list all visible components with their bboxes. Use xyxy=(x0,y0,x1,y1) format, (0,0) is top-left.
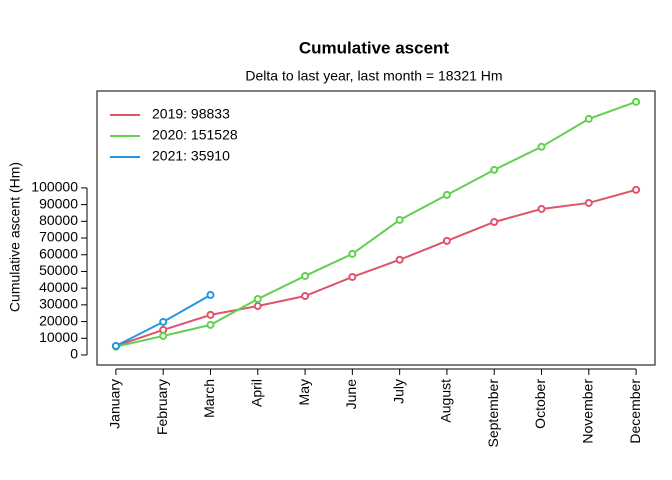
x-tick-label: September xyxy=(485,379,501,448)
data-point xyxy=(442,236,451,245)
data-point xyxy=(537,204,546,213)
legend-label: 2019: 98833 xyxy=(152,106,230,122)
y-tick-label: 40000 xyxy=(39,279,78,295)
data-point xyxy=(632,185,641,194)
x-tick-label: May xyxy=(296,379,312,405)
data-point xyxy=(632,97,641,106)
data-point xyxy=(159,317,168,326)
data-point xyxy=(159,331,168,340)
x-tick-label: April xyxy=(248,379,264,407)
x-tick-label: February xyxy=(154,379,170,435)
y-tick-label: 10000 xyxy=(39,329,78,345)
data-point xyxy=(206,310,215,319)
data-point xyxy=(584,198,593,207)
chart-subtitle: Delta to last year, last month = 18321 H… xyxy=(245,68,502,84)
y-tick-label: 90000 xyxy=(39,195,78,211)
legend-label: 2020: 151528 xyxy=(152,127,238,143)
y-tick-label: 70000 xyxy=(39,229,78,245)
data-point xyxy=(490,217,499,226)
data-point xyxy=(111,341,120,350)
data-point xyxy=(442,190,451,199)
data-point xyxy=(584,114,593,123)
data-point xyxy=(537,142,546,151)
x-tick-label: December xyxy=(627,379,643,444)
y-tick-label: 30000 xyxy=(39,296,78,312)
y-tick-label: 50000 xyxy=(39,262,78,278)
x-tick-label: June xyxy=(343,379,359,410)
y-tick-label: 100000 xyxy=(31,179,78,195)
x-tick-label: August xyxy=(438,379,454,423)
legend-label: 2021: 35910 xyxy=(152,148,230,164)
data-point xyxy=(301,291,310,300)
y-tick-label: 20000 xyxy=(39,312,78,328)
data-point xyxy=(395,215,404,224)
x-tick-label: July xyxy=(390,379,406,404)
chart-title: Cumulative ascent xyxy=(299,38,450,57)
data-point xyxy=(395,255,404,264)
data-point xyxy=(301,271,310,280)
x-tick-label: March xyxy=(201,379,217,418)
x-tick-label: January xyxy=(107,379,123,429)
data-point xyxy=(348,249,357,258)
data-point xyxy=(206,320,215,329)
y-axis-label: Cumulative ascent (Hm) xyxy=(7,162,23,312)
data-point xyxy=(490,165,499,174)
y-tick-label: 60000 xyxy=(39,245,78,261)
plot-box xyxy=(96,90,656,366)
x-tick-label: October xyxy=(532,379,548,429)
y-tick-label: 80000 xyxy=(39,212,78,228)
y-tick-label: 0 xyxy=(70,346,78,362)
data-point xyxy=(348,272,357,281)
series-line xyxy=(115,188,637,347)
data-point xyxy=(253,295,262,304)
series-line xyxy=(115,100,637,348)
x-tick-label: November xyxy=(579,379,595,444)
data-point xyxy=(206,290,215,299)
data-point xyxy=(253,302,262,311)
